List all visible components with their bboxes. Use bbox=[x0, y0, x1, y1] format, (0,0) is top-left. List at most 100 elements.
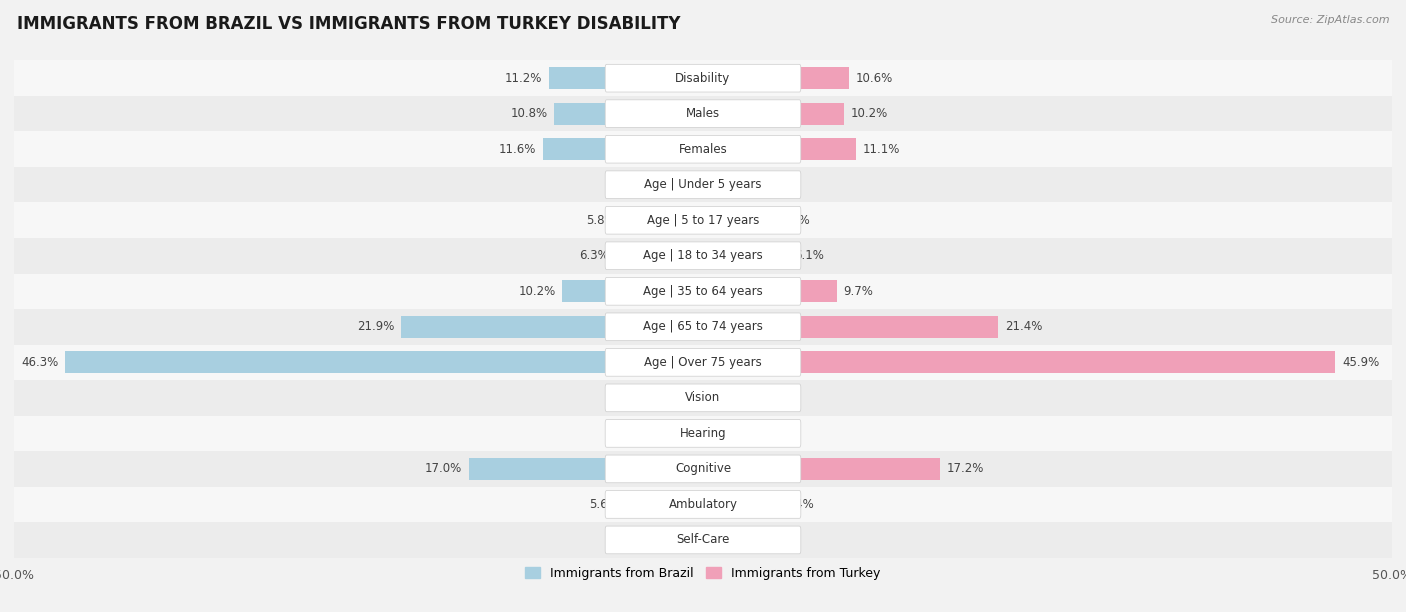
Text: Ambulatory: Ambulatory bbox=[668, 498, 738, 511]
Bar bbox=[468, 458, 703, 480]
Text: 1.4%: 1.4% bbox=[647, 178, 676, 191]
Text: 9.7%: 9.7% bbox=[844, 285, 873, 298]
Text: 21.9%: 21.9% bbox=[357, 320, 394, 334]
FancyBboxPatch shape bbox=[605, 348, 801, 376]
Bar bbox=[14, 522, 1392, 558]
Text: 10.6%: 10.6% bbox=[856, 72, 893, 84]
Text: 6.1%: 6.1% bbox=[794, 249, 824, 263]
Bar bbox=[14, 345, 1392, 380]
Text: 11.2%: 11.2% bbox=[505, 72, 541, 84]
Bar bbox=[703, 67, 849, 89]
FancyBboxPatch shape bbox=[605, 277, 801, 305]
Bar bbox=[14, 416, 1392, 451]
Text: 17.0%: 17.0% bbox=[425, 463, 461, 476]
Bar bbox=[14, 167, 1392, 203]
Text: 5.8%: 5.8% bbox=[586, 214, 616, 227]
FancyBboxPatch shape bbox=[605, 64, 801, 92]
Bar bbox=[703, 138, 856, 160]
Text: Source: ZipAtlas.com: Source: ZipAtlas.com bbox=[1271, 15, 1389, 25]
Bar bbox=[626, 493, 703, 515]
FancyBboxPatch shape bbox=[605, 206, 801, 234]
Bar bbox=[14, 309, 1392, 345]
Text: 6.3%: 6.3% bbox=[579, 249, 609, 263]
Text: Age | 5 to 17 years: Age | 5 to 17 years bbox=[647, 214, 759, 227]
Bar bbox=[703, 458, 941, 480]
Bar bbox=[14, 203, 1392, 238]
Bar bbox=[703, 103, 844, 125]
Bar bbox=[65, 351, 703, 373]
Text: 1.1%: 1.1% bbox=[725, 178, 755, 191]
Bar bbox=[683, 174, 703, 196]
FancyBboxPatch shape bbox=[605, 135, 801, 163]
Text: Disability: Disability bbox=[675, 72, 731, 84]
Text: Age | 35 to 64 years: Age | 35 to 64 years bbox=[643, 285, 763, 298]
Text: 10.2%: 10.2% bbox=[519, 285, 555, 298]
Text: 5.4%: 5.4% bbox=[785, 498, 814, 511]
Bar bbox=[703, 209, 773, 231]
FancyBboxPatch shape bbox=[605, 100, 801, 127]
Legend: Immigrants from Brazil, Immigrants from Turkey: Immigrants from Brazil, Immigrants from … bbox=[520, 562, 886, 584]
FancyBboxPatch shape bbox=[605, 526, 801, 554]
Bar bbox=[703, 493, 778, 515]
Bar bbox=[703, 529, 735, 551]
Text: 11.6%: 11.6% bbox=[499, 143, 536, 155]
Bar bbox=[703, 316, 998, 338]
Bar bbox=[14, 274, 1392, 309]
Text: IMMIGRANTS FROM BRAZIL VS IMMIGRANTS FROM TURKEY DISABILITY: IMMIGRANTS FROM BRAZIL VS IMMIGRANTS FRO… bbox=[17, 15, 681, 33]
Text: 2.9%: 2.9% bbox=[626, 427, 657, 440]
FancyBboxPatch shape bbox=[605, 491, 801, 518]
Text: 5.1%: 5.1% bbox=[780, 214, 810, 227]
Bar bbox=[554, 103, 703, 125]
Bar bbox=[548, 67, 703, 89]
Bar bbox=[664, 422, 703, 444]
Bar bbox=[703, 280, 837, 302]
Text: Age | 65 to 74 years: Age | 65 to 74 years bbox=[643, 320, 763, 334]
Text: Self-Care: Self-Care bbox=[676, 534, 730, 547]
Text: 46.3%: 46.3% bbox=[21, 356, 58, 369]
Text: Hearing: Hearing bbox=[679, 427, 727, 440]
Text: 2.3%: 2.3% bbox=[634, 534, 665, 547]
Bar bbox=[14, 238, 1392, 274]
Bar bbox=[616, 245, 703, 267]
Bar bbox=[623, 209, 703, 231]
FancyBboxPatch shape bbox=[605, 313, 801, 341]
Bar bbox=[562, 280, 703, 302]
Text: Age | Over 75 years: Age | Over 75 years bbox=[644, 356, 762, 369]
Text: 45.9%: 45.9% bbox=[1343, 356, 1379, 369]
Bar bbox=[14, 61, 1392, 96]
Bar bbox=[703, 245, 787, 267]
Bar bbox=[703, 174, 718, 196]
Text: 17.2%: 17.2% bbox=[946, 463, 984, 476]
Text: 5.6%: 5.6% bbox=[589, 498, 619, 511]
Bar bbox=[703, 351, 1336, 373]
FancyBboxPatch shape bbox=[605, 384, 801, 412]
Text: 2.8%: 2.8% bbox=[748, 427, 778, 440]
FancyBboxPatch shape bbox=[605, 420, 801, 447]
Text: 1.9%: 1.9% bbox=[737, 391, 766, 405]
Bar bbox=[671, 529, 703, 551]
FancyBboxPatch shape bbox=[605, 455, 801, 483]
Text: 2.3%: 2.3% bbox=[741, 534, 772, 547]
Text: 10.2%: 10.2% bbox=[851, 107, 887, 120]
Text: 11.1%: 11.1% bbox=[863, 143, 900, 155]
Bar bbox=[401, 316, 703, 338]
Text: 21.4%: 21.4% bbox=[1005, 320, 1042, 334]
Text: Vision: Vision bbox=[685, 391, 721, 405]
Bar bbox=[543, 138, 703, 160]
Bar bbox=[703, 387, 730, 409]
Text: Age | Under 5 years: Age | Under 5 years bbox=[644, 178, 762, 191]
Text: 2.2%: 2.2% bbox=[636, 391, 666, 405]
Bar bbox=[703, 422, 741, 444]
Bar bbox=[672, 387, 703, 409]
FancyBboxPatch shape bbox=[605, 242, 801, 270]
Text: Cognitive: Cognitive bbox=[675, 463, 731, 476]
Bar bbox=[14, 487, 1392, 522]
Text: Males: Males bbox=[686, 107, 720, 120]
Bar bbox=[14, 96, 1392, 132]
Bar bbox=[14, 451, 1392, 487]
Text: Age | 18 to 34 years: Age | 18 to 34 years bbox=[643, 249, 763, 263]
FancyBboxPatch shape bbox=[605, 171, 801, 198]
Bar bbox=[14, 380, 1392, 416]
Text: Females: Females bbox=[679, 143, 727, 155]
Bar bbox=[14, 132, 1392, 167]
